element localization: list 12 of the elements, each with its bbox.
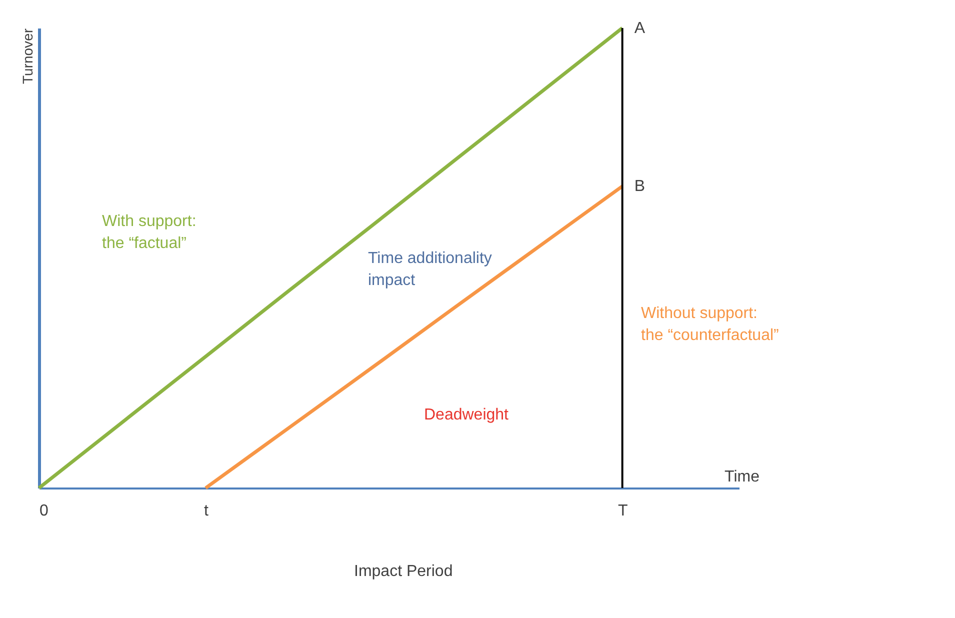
x-axis-title: Time xyxy=(724,468,760,486)
y-axis-title: Turnover xyxy=(20,28,36,84)
annotation: Time additionality impact xyxy=(368,250,492,289)
x-tick-label: 0 xyxy=(40,502,48,520)
annotation: A xyxy=(634,20,646,37)
annotation: With support: the “factual” xyxy=(102,213,196,252)
annotation: Without support: the “counterfactual” xyxy=(641,305,779,344)
text: Impact Period xyxy=(354,562,453,580)
annotation: Deadweight xyxy=(424,406,510,424)
annotation: B xyxy=(634,178,646,196)
x-tick-label: T xyxy=(618,502,628,520)
x-tick-label: t xyxy=(204,502,209,520)
